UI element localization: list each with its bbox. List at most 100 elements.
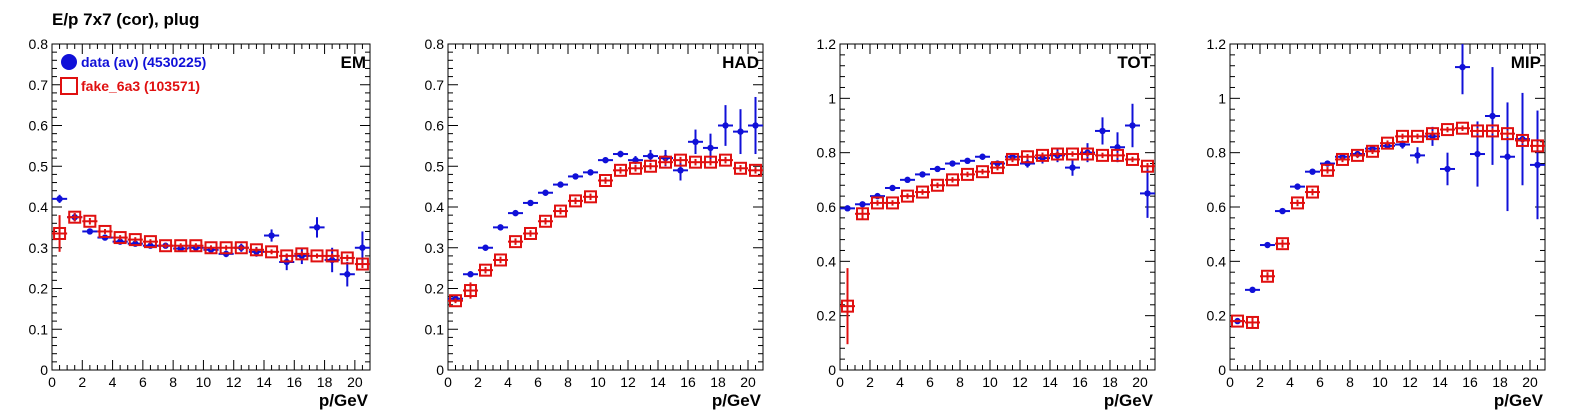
y-tick-label: 0.8 xyxy=(425,36,445,52)
y-tick-label: 1 xyxy=(828,90,836,106)
x-tick-label: 14 xyxy=(650,374,666,390)
y-tick-label: 1.2 xyxy=(1207,36,1227,52)
chart-panel-had: 0 0.1 0.2 0.3 0.4 0.5 0.6 0.7 0.8 0 2 4 6 8 10 12 14 16 18… xyxy=(425,36,764,410)
data-point xyxy=(204,241,218,255)
legend-label: data (av) (4530225) xyxy=(81,54,206,70)
data-point xyxy=(859,201,866,208)
data-point xyxy=(159,239,173,253)
data-point xyxy=(904,176,911,184)
x-axis-label: p/GeV xyxy=(1104,391,1154,410)
chart-panel-tot: 0 0.2 0.4 0.6 0.8 1 1.2 0 2 4 6 8 10 12 14 16 18 20p/GeV T… xyxy=(817,36,1156,410)
data-point xyxy=(901,189,914,203)
data-point xyxy=(1366,144,1379,158)
data-point xyxy=(752,122,759,129)
x-tick-label: 0 xyxy=(444,374,452,390)
y-tick-label: 0.1 xyxy=(425,321,445,337)
x-tick-label: 0 xyxy=(48,374,56,390)
panel-label: HAD xyxy=(722,53,759,72)
y-tick-label: 0.8 xyxy=(1207,145,1227,161)
y-tick-label: 1.2 xyxy=(817,36,837,52)
data-point xyxy=(1081,147,1094,161)
x-tick-label: 4 xyxy=(504,374,512,390)
y-tick-label: 0.2 xyxy=(817,308,837,324)
data-point xyxy=(734,161,747,175)
x-axis-label: p/GeV xyxy=(319,391,369,410)
x-tick-label: 16 xyxy=(286,374,302,390)
y-tick-label: 0.4 xyxy=(1207,253,1227,269)
data-point xyxy=(931,178,944,192)
data-point xyxy=(509,235,522,249)
data-point xyxy=(629,161,642,175)
data-point xyxy=(871,196,884,210)
data-point xyxy=(1114,144,1121,151)
x-tick-label: 20 xyxy=(1522,374,1538,390)
legend-label: fake_6a3 (103571) xyxy=(81,78,200,94)
data-point xyxy=(602,156,609,164)
x-tick-label: 14 xyxy=(256,374,272,390)
data-point xyxy=(572,173,579,180)
data-point xyxy=(1129,122,1136,129)
x-tick-label: 18 xyxy=(1492,374,1508,390)
data-point xyxy=(1021,150,1034,164)
x-tick-label: 14 xyxy=(1042,374,1058,390)
data-point xyxy=(313,224,321,231)
panel-label: MIP xyxy=(1511,53,1541,72)
data-point xyxy=(1444,165,1451,173)
data-point xyxy=(355,257,369,271)
x-tick-label: 2 xyxy=(474,374,482,390)
x-tick-label: 18 xyxy=(710,374,726,390)
data-point xyxy=(1231,314,1244,328)
data-point xyxy=(644,159,657,173)
y-tick-label: 0.7 xyxy=(425,77,445,93)
data-point xyxy=(979,153,986,160)
x-tick-label: 16 xyxy=(680,374,696,390)
data-point xyxy=(1351,148,1364,162)
data-point xyxy=(325,249,339,263)
data-point xyxy=(1321,163,1334,177)
data-point xyxy=(113,231,127,245)
data-point xyxy=(554,204,567,218)
data-point xyxy=(1414,152,1421,159)
x-tick-label: 18 xyxy=(1102,374,1118,390)
data-point xyxy=(524,226,537,240)
data-point xyxy=(569,194,582,208)
x-tick-label: 20 xyxy=(740,374,756,390)
data-point xyxy=(449,294,462,308)
data-point xyxy=(340,251,354,265)
data-point xyxy=(464,284,477,298)
data-point xyxy=(1111,148,1124,162)
legend: data (av) (4530225) fake_6a3 (103571) xyxy=(60,54,206,95)
data-point xyxy=(479,263,492,277)
x-tick-label: 10 xyxy=(1372,374,1388,390)
y-tick-label: 0.4 xyxy=(29,199,49,215)
x-tick-label: 18 xyxy=(317,374,333,390)
data-point xyxy=(359,244,366,251)
data-point xyxy=(1294,183,1301,190)
data-point xyxy=(749,163,762,177)
data-point xyxy=(1534,161,1541,169)
data-point xyxy=(1006,152,1019,166)
data-point xyxy=(1459,63,1466,71)
data-point xyxy=(53,226,67,240)
legend-marker-data xyxy=(61,54,77,70)
data-point xyxy=(1246,315,1259,329)
data-point xyxy=(557,181,564,188)
data-point xyxy=(614,163,627,177)
y-tick-label: 0.6 xyxy=(425,118,445,134)
data-point xyxy=(1309,168,1316,175)
y-tick-label: 0.2 xyxy=(425,281,445,297)
y-tick-label: 0.8 xyxy=(29,36,49,52)
data-point xyxy=(1396,129,1409,143)
data-point xyxy=(991,161,1004,175)
data-point xyxy=(1411,129,1424,143)
page-title: E/p 7x7 (cor), plug xyxy=(52,10,200,29)
data-point xyxy=(1504,153,1511,160)
data-point xyxy=(249,243,263,257)
data-point xyxy=(527,199,534,207)
data-point xyxy=(280,249,294,263)
data-point xyxy=(1426,127,1439,141)
data-point xyxy=(1291,196,1304,210)
x-tick-label: 12 xyxy=(1402,374,1418,390)
y-tick-label: 0.5 xyxy=(425,158,445,174)
data-point xyxy=(704,155,717,169)
